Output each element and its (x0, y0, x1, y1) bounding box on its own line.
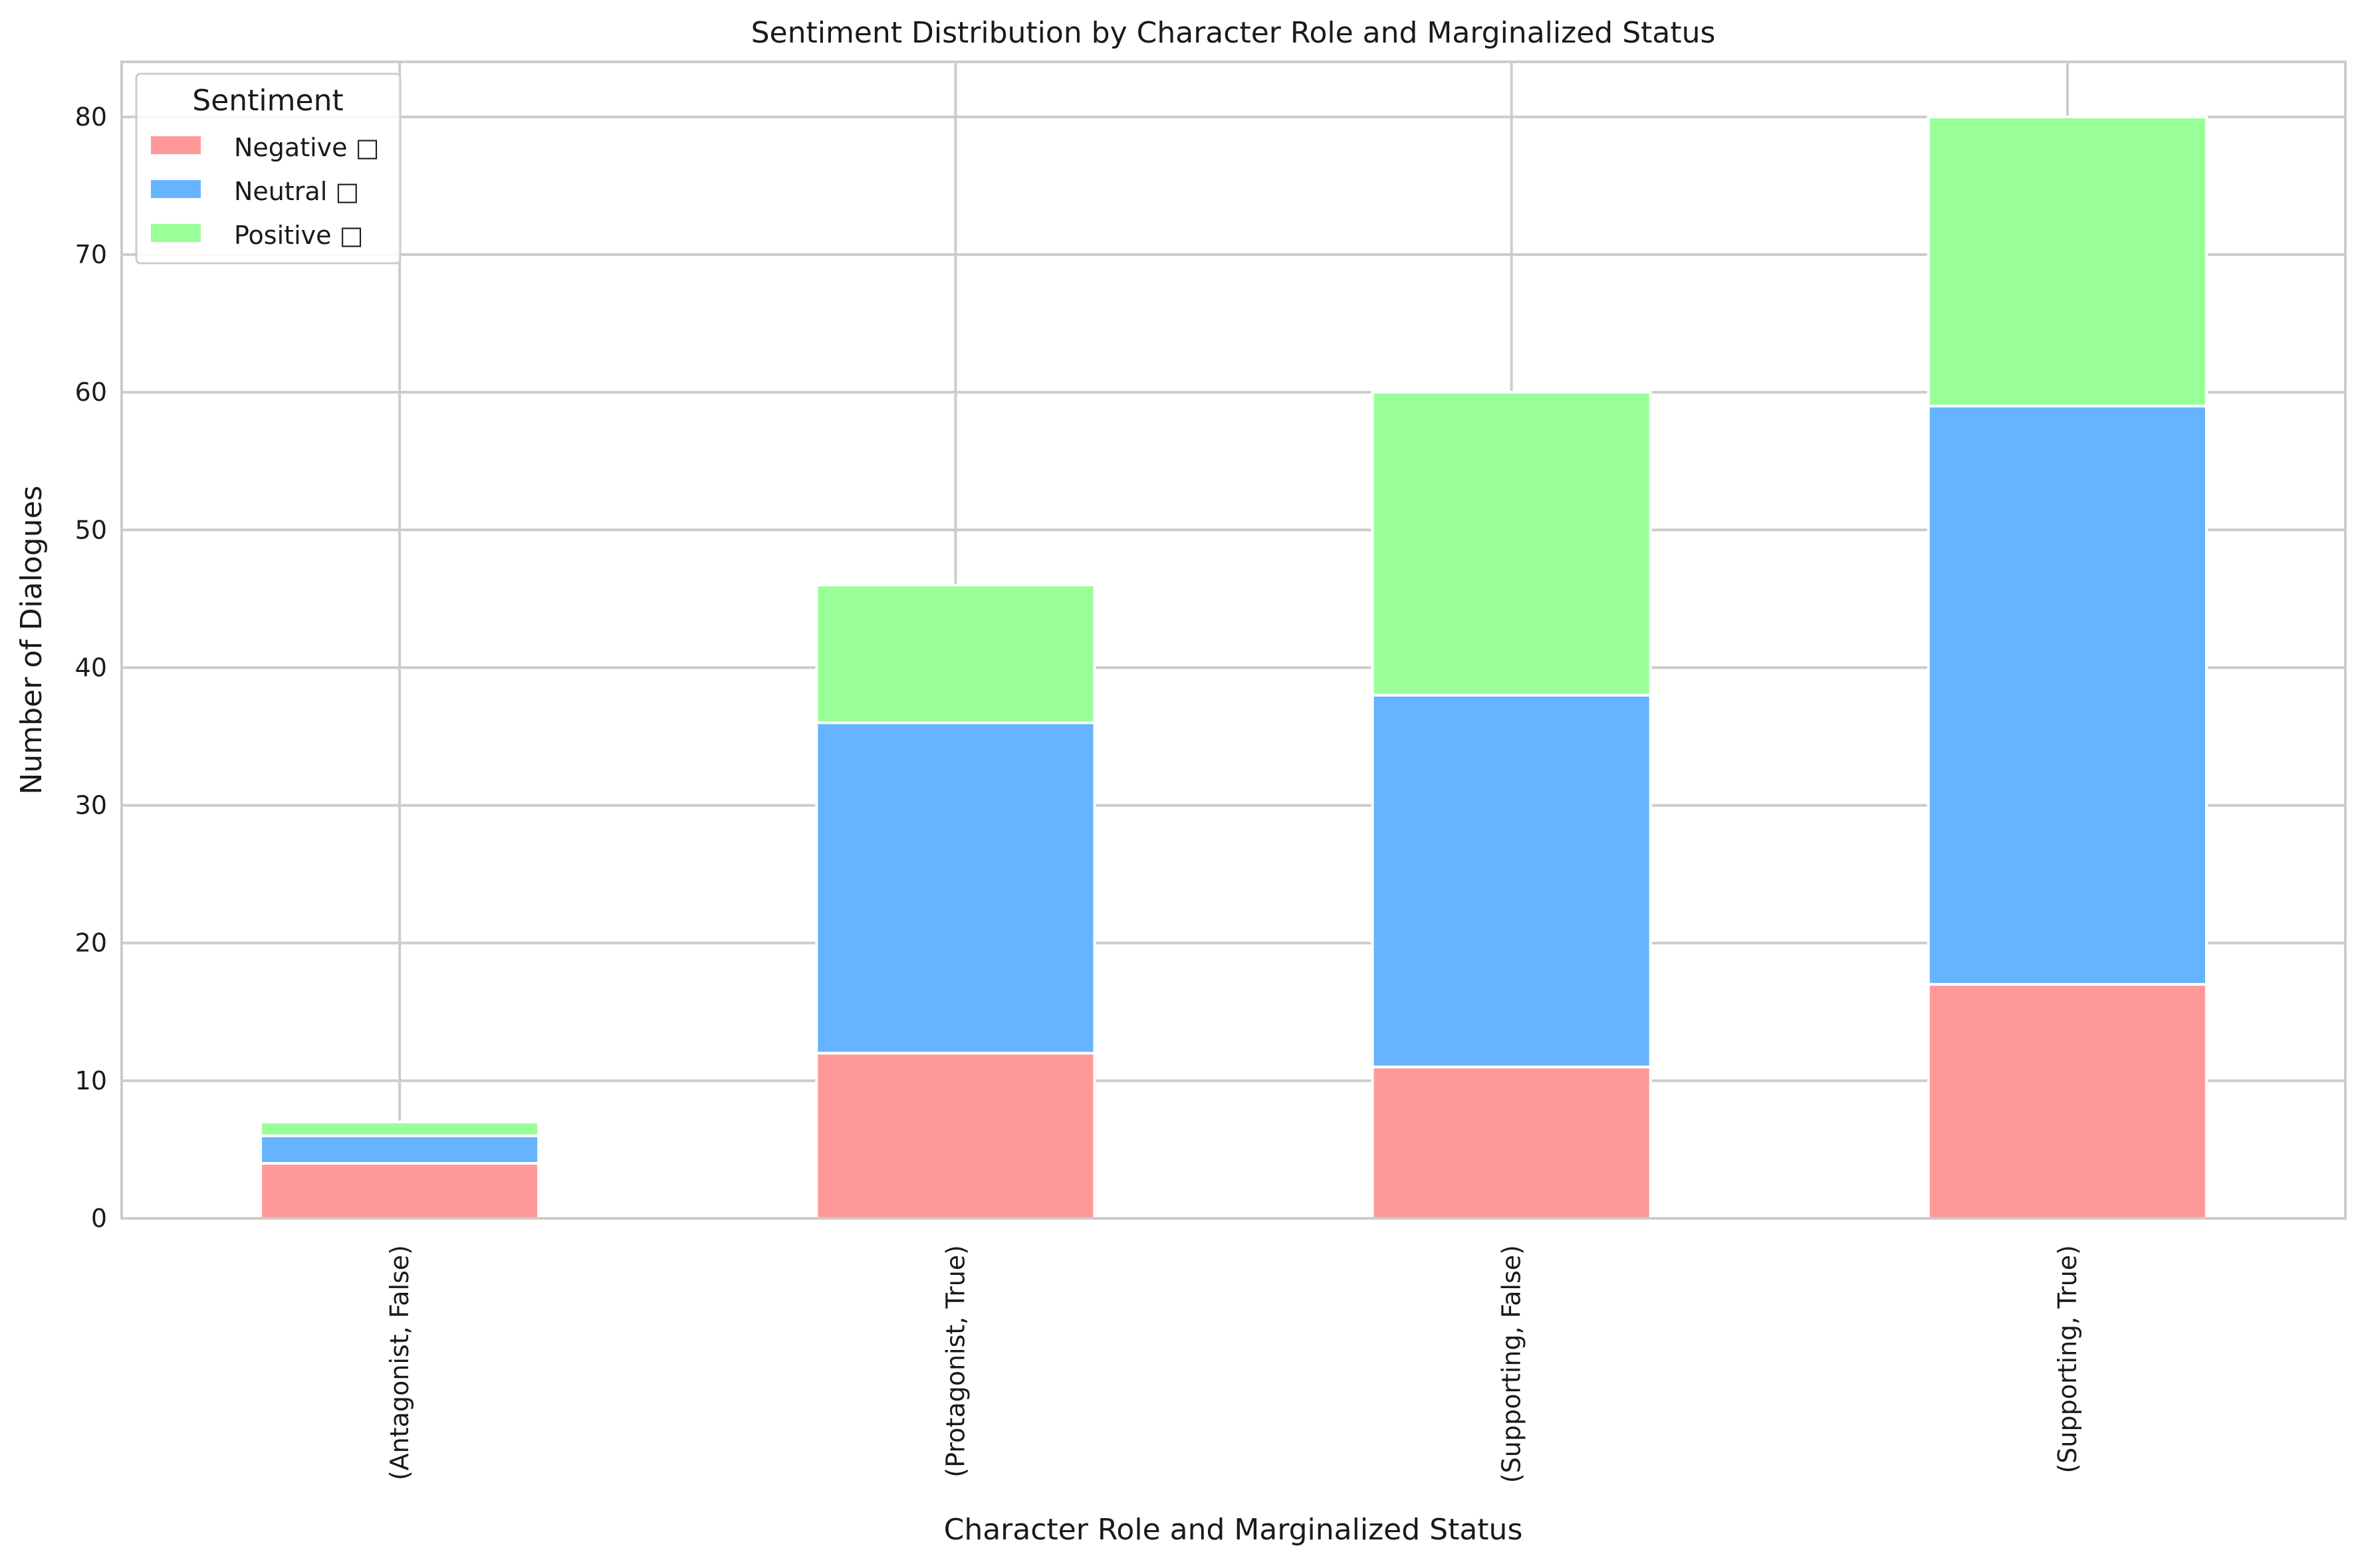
bar-segment (1927, 404, 2208, 986)
legend-label: Negative □ (234, 133, 380, 162)
x-tick-label: (Antagonist, False) (385, 1245, 414, 1480)
bar-segment (815, 1052, 1096, 1220)
legend-swatch (151, 224, 201, 242)
y-tick-label: 70 (75, 240, 107, 269)
y-tick-label: 50 (75, 515, 107, 544)
bar-segment (259, 1121, 540, 1137)
legend-swatch (151, 136, 201, 154)
ticks-layer: 0 10 20 30 40 50 60 70 80 (Antagonist, False) (Pro… (75, 102, 2082, 1483)
legend-title: Sentiment (192, 84, 343, 118)
legend: Sentiment Negative □ Neutral □ Positive □ (135, 72, 402, 265)
plot-frame (120, 60, 2347, 1220)
legend-label: Neutral □ (234, 177, 359, 206)
legend-label: Positive □ (234, 221, 363, 250)
legend-items: Negative □ Neutral □ Positive □ (151, 133, 380, 250)
x-tick-label: (Protagonist, True) (941, 1245, 970, 1478)
bar-segment (815, 584, 1096, 725)
bar-segment (1371, 693, 1652, 1069)
bar-segment (259, 1134, 540, 1165)
y-tick-label: 10 (75, 1066, 107, 1095)
y-tick-label: 20 (75, 929, 107, 958)
bar-segment (815, 721, 1096, 1055)
bar-segment (1371, 391, 1652, 697)
y-tick-label: 60 (75, 378, 107, 407)
bars-layer (259, 115, 2208, 1220)
legend-swatch (151, 180, 201, 198)
y-axis-label: Number of Dialogues (15, 485, 49, 794)
chart-title: Sentiment Distribution by Character Role… (751, 16, 1716, 50)
bar-segment (1371, 1065, 1652, 1220)
y-tick-label: 0 (91, 1204, 107, 1233)
x-axis-label: Character Role and Marginalized Status (944, 1513, 1523, 1547)
y-tick-label: 80 (75, 102, 107, 132)
y-tick-label: 30 (75, 791, 107, 820)
x-tick-label: (Supporting, True) (2053, 1245, 2082, 1474)
bar-segment (1927, 115, 2208, 407)
y-tick-label: 40 (75, 653, 107, 682)
legend-box (135, 72, 402, 265)
bar-segment (1927, 982, 2208, 1220)
x-tick-label: (Supporting, False) (1497, 1245, 1526, 1483)
bar-segment (259, 1162, 540, 1220)
